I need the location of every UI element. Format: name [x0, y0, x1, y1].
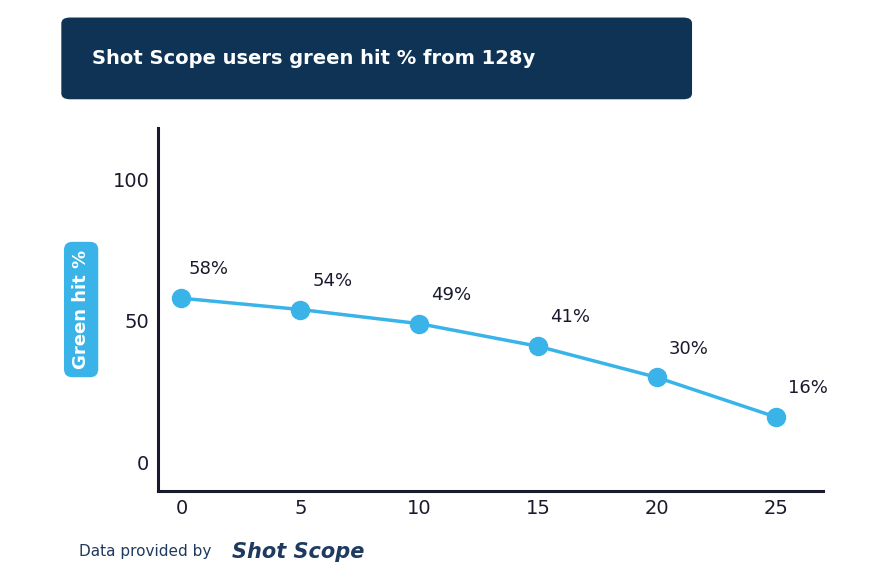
Text: 30%: 30% [669, 340, 709, 357]
Text: Shot Scope: Shot Scope [232, 542, 364, 562]
Text: Green hit %: Green hit % [72, 250, 90, 369]
Text: 16%: 16% [788, 379, 828, 397]
Text: 54%: 54% [312, 272, 352, 290]
Text: Data provided by: Data provided by [79, 544, 211, 559]
Text: 41%: 41% [550, 308, 590, 326]
Text: 49%: 49% [431, 286, 471, 304]
Text: Shot Scope users green hit % from 128y: Shot Scope users green hit % from 128y [92, 49, 535, 68]
Text: 58%: 58% [188, 260, 229, 279]
